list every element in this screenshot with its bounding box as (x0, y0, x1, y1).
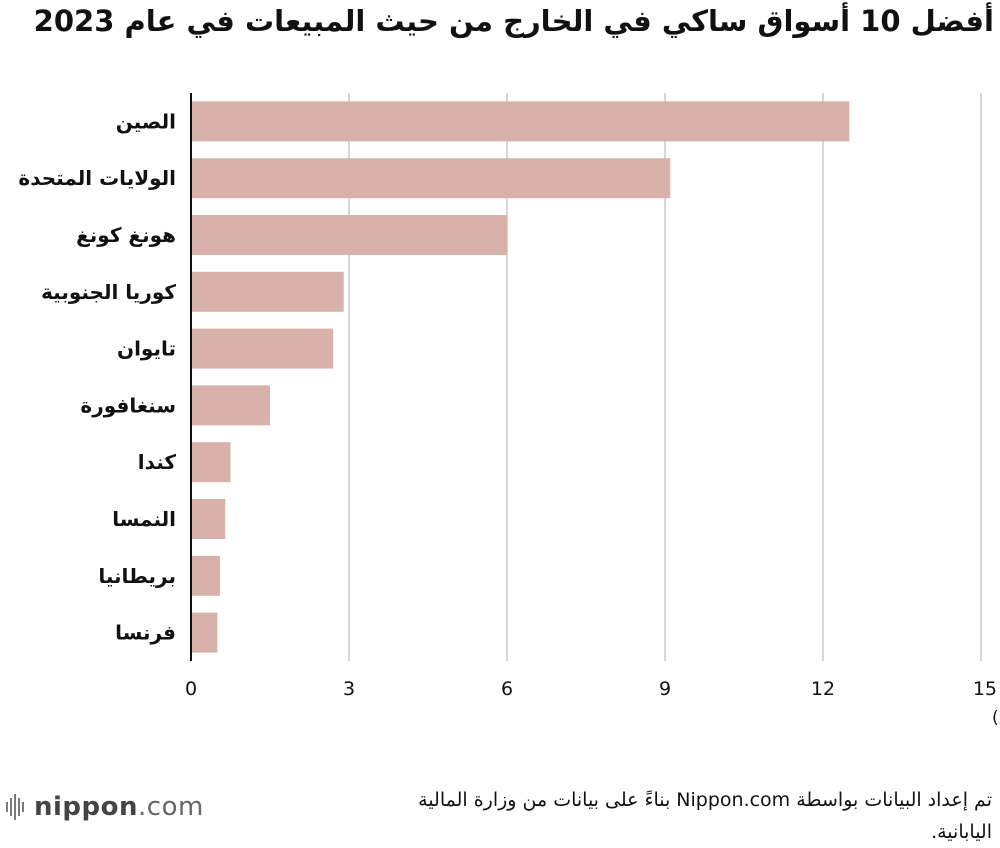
category-label: بريطانيا (98, 564, 176, 588)
nippon-logo[interactable]: nippon.com (6, 790, 204, 824)
chart-title: أفضل 10 أسواق ساكي في الخارج من حيث المب… (33, 4, 994, 38)
category-labels: الصين الولايات المتحدة هونغ كونغ كوريا الجن… (18, 109, 176, 644)
nippon-logo-mark-icon (6, 794, 26, 820)
bar (191, 499, 226, 539)
bar (191, 612, 218, 653)
bar (191, 101, 850, 142)
category-label: سنغافورة (80, 393, 176, 417)
category-label: النمسا (112, 507, 176, 531)
category-label: كوريا الجنوبية (41, 280, 176, 304)
bars (191, 101, 850, 653)
category-label: كندا (138, 450, 177, 474)
logo-brand-text: nippon (34, 792, 139, 822)
category-label: الولايات المتحدة (18, 166, 176, 190)
x-tick-label: 15 (973, 678, 997, 700)
x-tick-labels: 0 3 6 9 12 15 (185, 678, 997, 700)
bar (191, 328, 334, 369)
category-label: تايوان (117, 337, 176, 361)
x-axis-unit-label: (مليار ين) (992, 708, 1000, 728)
category-label: الصين (116, 109, 176, 133)
x-tick-label: 12 (811, 678, 835, 700)
category-label: فرنسا (115, 621, 176, 645)
logo-wordmark: nippon.com (34, 792, 204, 822)
bar (191, 271, 344, 312)
bar (191, 158, 671, 199)
logo-suffix-text: .com (138, 792, 204, 822)
bar-chart: الصين الولايات المتحدة هونغ كونغ كوريا الجن… (18, 93, 1000, 728)
bar (191, 555, 220, 596)
bar (191, 442, 231, 483)
x-tick-label: 3 (343, 678, 355, 700)
source-note: تم إعداد البيانات بواسطة Nippon.com بناء… (352, 784, 992, 848)
x-tick-label: 6 (501, 678, 513, 700)
category-label: هونغ كونغ (76, 223, 176, 247)
x-tick-label: 0 (185, 678, 197, 700)
source-text: تم إعداد البيانات بواسطة Nippon.com بناء… (418, 789, 992, 843)
bar (191, 215, 507, 255)
bar (191, 385, 270, 426)
x-tick-label: 9 (659, 678, 671, 700)
